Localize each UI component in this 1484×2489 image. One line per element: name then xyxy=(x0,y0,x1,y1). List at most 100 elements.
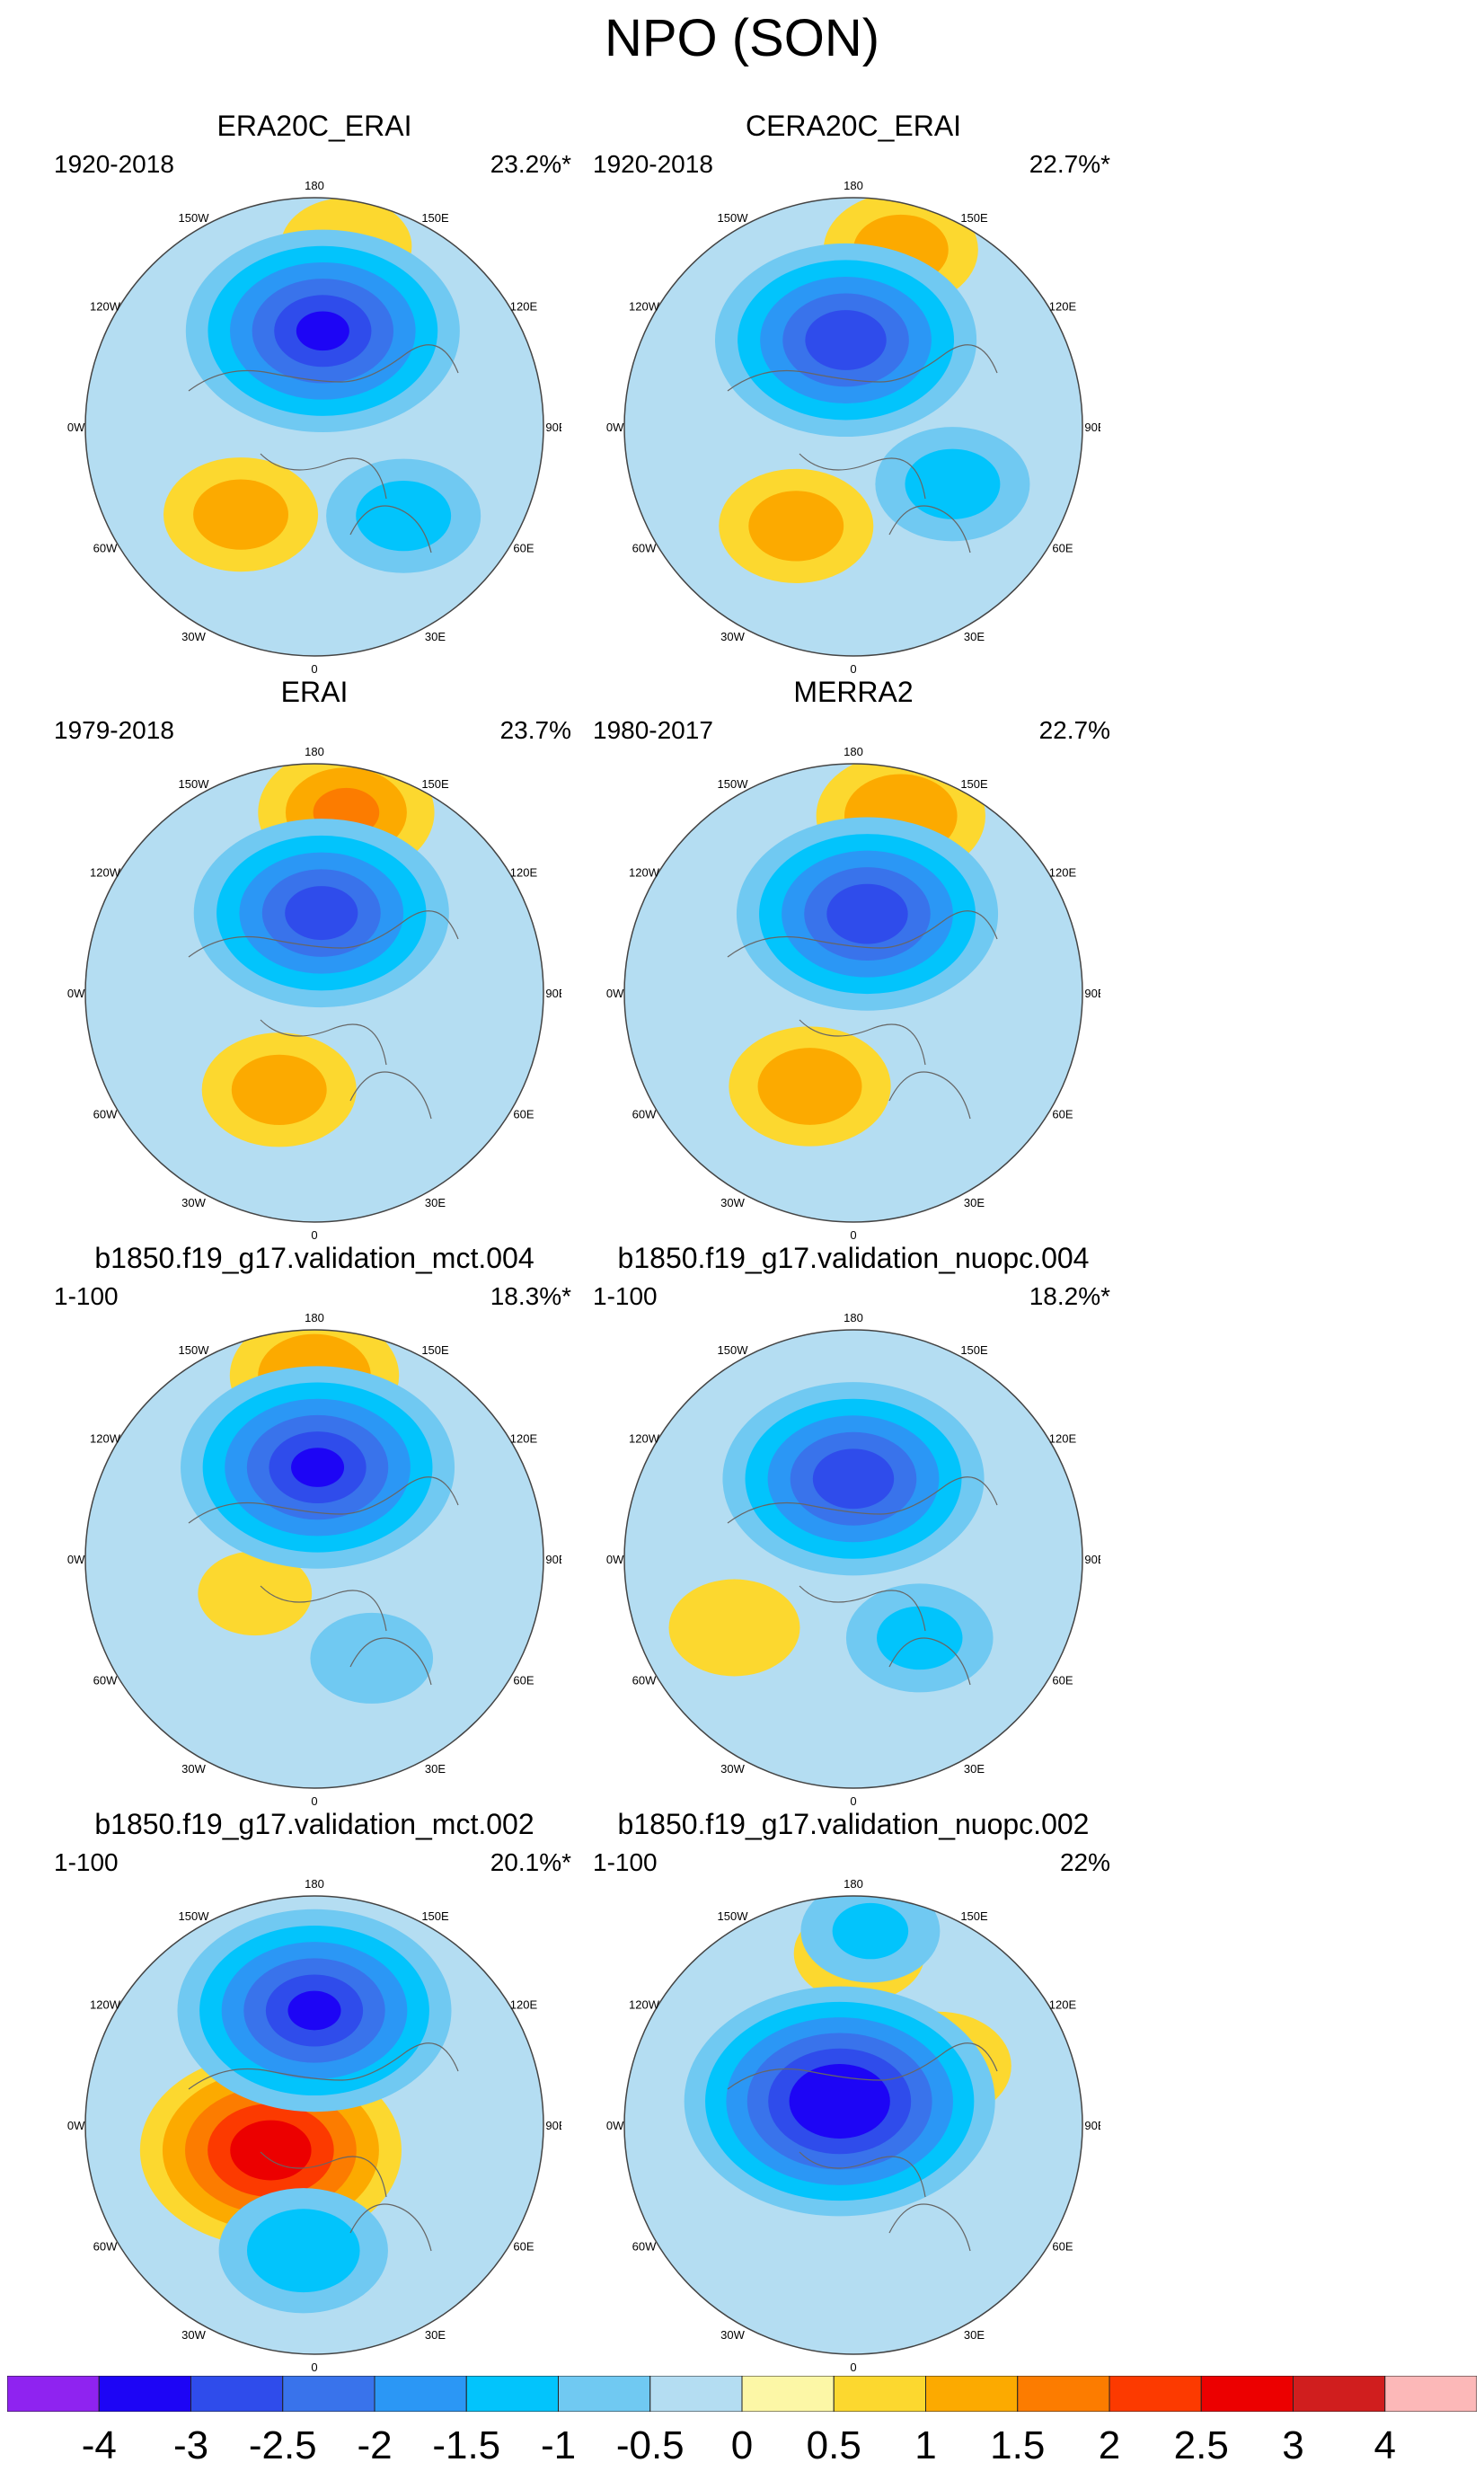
panel-title: b1850.f19_g17.validation_nuopc.002 xyxy=(617,1808,1090,1840)
colorbar-swatch xyxy=(282,2376,375,2412)
colorbar-label: 1.5 xyxy=(990,2423,1046,2467)
lon-label: 60E xyxy=(1052,2240,1073,2254)
colorbar-label: -2.5 xyxy=(248,2423,317,2467)
map-panel-cera20c: CERA20C_ERAI 1920-2018 22.7%* 180 150E 120E 90… xyxy=(575,108,1132,674)
map-rim xyxy=(84,197,544,657)
lon-label: 180 xyxy=(844,180,863,192)
lon-label: 90E xyxy=(545,421,561,434)
colorbar-swatch xyxy=(98,2376,191,2412)
lon-label: 30W xyxy=(720,1762,745,1776)
lon-label: 150E xyxy=(421,1343,449,1357)
polar-map: 180 150E 120E 90E 60E 30E 0 30W 60W 90W 120W 150W xyxy=(606,1312,1100,1806)
lon-label: 150W xyxy=(179,777,210,791)
map-rim xyxy=(84,763,544,1223)
lon-label: 90W xyxy=(606,987,624,1000)
low-0-contour-4 xyxy=(805,310,887,370)
lon-label: 120E xyxy=(510,300,538,314)
lon-label: 150E xyxy=(960,1343,988,1357)
lon-label: 180 xyxy=(844,1312,863,1324)
lon-label: 30E xyxy=(425,630,446,643)
colorbar-swatch xyxy=(1200,2376,1294,2412)
map-panel-era20c: ERA20C_ERAI 1920-2018 23.2%* 180 150E 120E 90E… xyxy=(36,108,593,674)
lon-label: 0 xyxy=(850,1228,856,1240)
map-rim xyxy=(84,1329,544,1789)
lon-label: 60E xyxy=(513,542,534,555)
low-1-contour-1 xyxy=(246,2209,360,2293)
map-panel-merra2: MERRA2 1980-2017 22.7% 180 150E 120E 90E 60E 30E… xyxy=(575,674,1132,1240)
panel-variance: 22% xyxy=(1059,1848,1110,1876)
lon-label: 150E xyxy=(960,777,988,791)
lon-label: 30W xyxy=(720,2328,745,2342)
panel-variance: 23.2%* xyxy=(490,150,571,178)
low-0-contour-4 xyxy=(285,886,358,941)
lon-label: 90E xyxy=(545,987,561,1000)
lon-label: 150W xyxy=(179,1909,210,1923)
lon-label: 60W xyxy=(632,1108,657,1121)
colorbar-swatch xyxy=(1293,2376,1386,2412)
lon-label: 120E xyxy=(510,1432,538,1446)
colorbar-label: -4 xyxy=(81,2423,117,2467)
panel-period: 1980-2017 xyxy=(593,716,713,744)
low-0-contour-5 xyxy=(789,2064,890,2139)
lon-label: 120E xyxy=(1049,866,1077,880)
lon-label: 90E xyxy=(1084,421,1100,434)
lon-label: 180 xyxy=(305,746,324,758)
lon-label: 0 xyxy=(850,2361,856,2372)
panel-variance: 18.2%* xyxy=(1029,1282,1110,1310)
lon-label: 120W xyxy=(629,1998,660,2012)
lon-label: 90W xyxy=(67,2119,85,2132)
panel-period: 1-100 xyxy=(54,1282,119,1310)
lon-label: 150E xyxy=(421,777,449,791)
lon-label: 30W xyxy=(720,630,745,643)
lon-label: 60E xyxy=(513,1674,534,1687)
lon-label: 120E xyxy=(510,1998,538,2012)
lon-label: 90W xyxy=(606,421,624,434)
low-0-contour-5 xyxy=(287,1990,341,2031)
lon-label: 90W xyxy=(67,987,85,1000)
map-rim xyxy=(623,763,1083,1223)
polar-map: 180 150E 120E 90E 60E 30E 0 30W 60W 90W 120W 150W xyxy=(606,180,1100,674)
colorbar-label: 2.5 xyxy=(1173,2423,1229,2467)
low-0-contour-5 xyxy=(291,1448,345,1487)
lon-label: 60W xyxy=(632,1674,657,1687)
colorbar-swatch xyxy=(925,2376,1019,2412)
map-rim xyxy=(84,1895,544,2355)
lon-label: 180 xyxy=(844,1878,863,1891)
polar-map: 180 150E 120E 90E 60E 30E 0 30W 60W 90W 120W 150W xyxy=(67,1878,561,2372)
lon-label: 120W xyxy=(629,300,660,314)
lon-label: 60W xyxy=(93,542,118,555)
lon-label: 60W xyxy=(93,1108,118,1121)
colorbar-labels: -4 -3 -2.5 -2 -1.5 -1 -0.5 0 0.5 1 1.5 2 2.5 3 4 xyxy=(7,2421,1477,2475)
panel-title: b1850.f19_g17.validation_mct.004 xyxy=(94,1242,534,1274)
low-1-contour-1 xyxy=(905,448,1001,519)
lon-label: 30E xyxy=(964,2328,985,2342)
lon-label: 120W xyxy=(629,1432,660,1446)
lon-label: 90W xyxy=(67,421,85,434)
coastline xyxy=(188,1476,459,1686)
colorbar-swatch xyxy=(649,2376,743,2412)
map-rim xyxy=(623,1895,1083,2355)
colorbar-label: 4 xyxy=(1374,2423,1396,2467)
lon-label: 30E xyxy=(425,2328,446,2342)
lon-label: 150W xyxy=(718,1909,749,1923)
coastline xyxy=(727,910,998,1120)
high-0-contour-0 xyxy=(668,1579,800,1677)
panel-title: CERA20C_ERAI xyxy=(745,110,962,142)
lon-label: 0 xyxy=(850,662,856,674)
high-1-contour-1 xyxy=(231,1054,327,1125)
lon-label: 150E xyxy=(960,1909,988,1923)
panel-title: MERRA2 xyxy=(793,676,914,708)
lon-label: 120W xyxy=(90,300,121,314)
colorbar-label: -3 xyxy=(172,2423,209,2467)
lon-label: 180 xyxy=(305,180,324,192)
lon-label: 30E xyxy=(964,1762,985,1776)
low-1-contour-1 xyxy=(832,1902,909,1960)
high-1-contour-1 xyxy=(757,1048,862,1125)
panel-period: 1-100 xyxy=(54,1848,119,1876)
colorbar-label: 3 xyxy=(1282,2423,1304,2467)
lon-label: 150E xyxy=(421,211,449,225)
lon-label: 120E xyxy=(510,866,538,880)
lon-label: 150W xyxy=(718,777,749,791)
panel-title: ERA20C_ERAI xyxy=(216,110,412,142)
map-rim xyxy=(623,1329,1083,1789)
